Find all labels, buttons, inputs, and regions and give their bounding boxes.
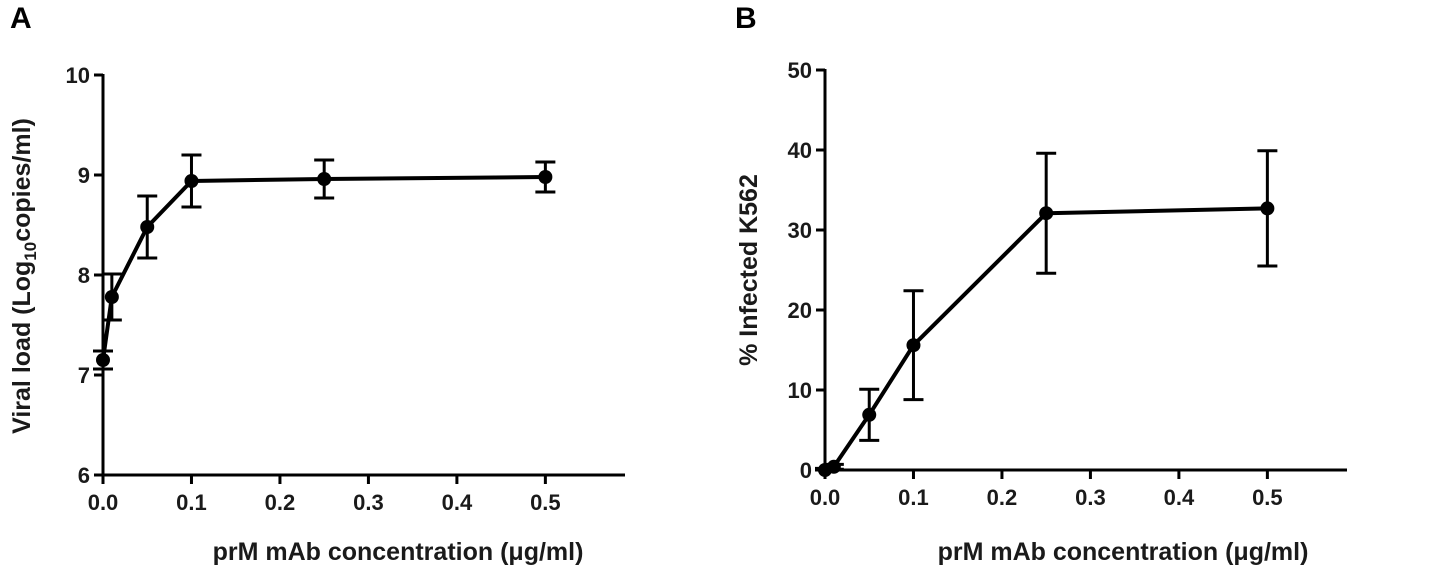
panel-b-y-tick-label: 30: [788, 218, 812, 243]
panel-b-y-tick-label: 50: [788, 58, 812, 83]
panel-b-y-tick-label: 10: [788, 378, 812, 403]
panel-a-x-tick-label: 0.3: [353, 490, 384, 515]
panel-a-y-tick-label: 7: [78, 363, 90, 388]
panel-a-data-point: [317, 172, 332, 186]
panel-b-y-tick-label: 0: [800, 458, 812, 483]
panel-a-data-point: [96, 353, 110, 367]
panel-a-x-tick-label: 0.4: [442, 490, 473, 515]
panel-a-x-tick-label: 0.2: [265, 490, 296, 515]
panel-a-y-tick-label: 10: [66, 63, 90, 88]
panel-b-x-tick-label: 0.5: [1252, 485, 1283, 510]
panel-a-y-axis-title: Viral load (Log10copies/ml): [8, 118, 40, 434]
panel-b-x-tick-label: 0.3: [1075, 485, 1106, 510]
panel-a-y-tick-label: 6: [78, 463, 90, 488]
panel-b-data-point: [906, 338, 921, 353]
panel-a-x-tick-label: 0.1: [176, 490, 207, 515]
panel-b-data-point: [826, 459, 841, 474]
panel-b-plot-area: 0 10 20 30 40 50 0.0 0.1 0.2 0.3 0.4 0.5: [788, 58, 1347, 510]
panel-b-y-axis-title: % Infected K562: [735, 174, 763, 366]
panel-a-chart: A 6 7 8 9 10 0.0 0.1 0.2 0.3 0.4 0.5 prM mAb conce…: [8, 2, 625, 566]
panel-a-letter: A: [10, 2, 32, 35]
panel-a-x-tick-label: 0.0: [88, 490, 119, 515]
panel-b-data-point: [1260, 201, 1275, 216]
panel-a-x-tick-label: 0.5: [530, 490, 561, 515]
panel-a-data-point: [184, 174, 199, 188]
panel-a-y-axis-title-subscript: 10: [21, 242, 40, 261]
panel-b-data-point: [1039, 206, 1054, 221]
panel-a-y-axis-title-prefix: Viral load (Log: [8, 261, 36, 434]
panel-a-plot-area: 6 7 8 9 10 0.0 0.1 0.2 0.3 0.4 0.5: [66, 63, 625, 515]
panel-a-data-point: [104, 290, 119, 304]
panel-b-letter: B: [735, 2, 757, 35]
panel-b-y-axis-title-prefix: % Infected K562: [735, 174, 763, 366]
panel-b-x-axis-title: prM mAb concentration (μg/ml): [938, 538, 1309, 566]
panel-b-y-tick-label: 20: [788, 298, 812, 323]
panel-b-y-tick-label: 40: [788, 138, 812, 163]
panel-a-y-tick-label: 8: [78, 263, 90, 288]
panel-b-x-tick-label: 0.2: [987, 485, 1018, 510]
panel-b-x-tick-label: 0.0: [810, 485, 841, 510]
panel-b-x-tick-label: 0.1: [898, 485, 929, 510]
panel-a-series-line: [101, 175, 546, 361]
panel-b-chart: B 0 10 20 30 40 50 0.0 0.1 0.2 0.3 0.4 0.5 prM mAb …: [735, 2, 1347, 566]
panel-a-x-axis-title: prM mAb concentration (μg/ml): [213, 538, 584, 566]
panel-b-data-point: [862, 407, 877, 422]
panel-a-y-axis-title-suffix: copies/ml): [8, 118, 36, 242]
panel-a-data-point: [140, 220, 155, 234]
panel-a-data-point: [538, 170, 553, 184]
panel-a-y-tick-label: 9: [78, 163, 90, 188]
panel-b-x-tick-label: 0.4: [1164, 485, 1195, 510]
